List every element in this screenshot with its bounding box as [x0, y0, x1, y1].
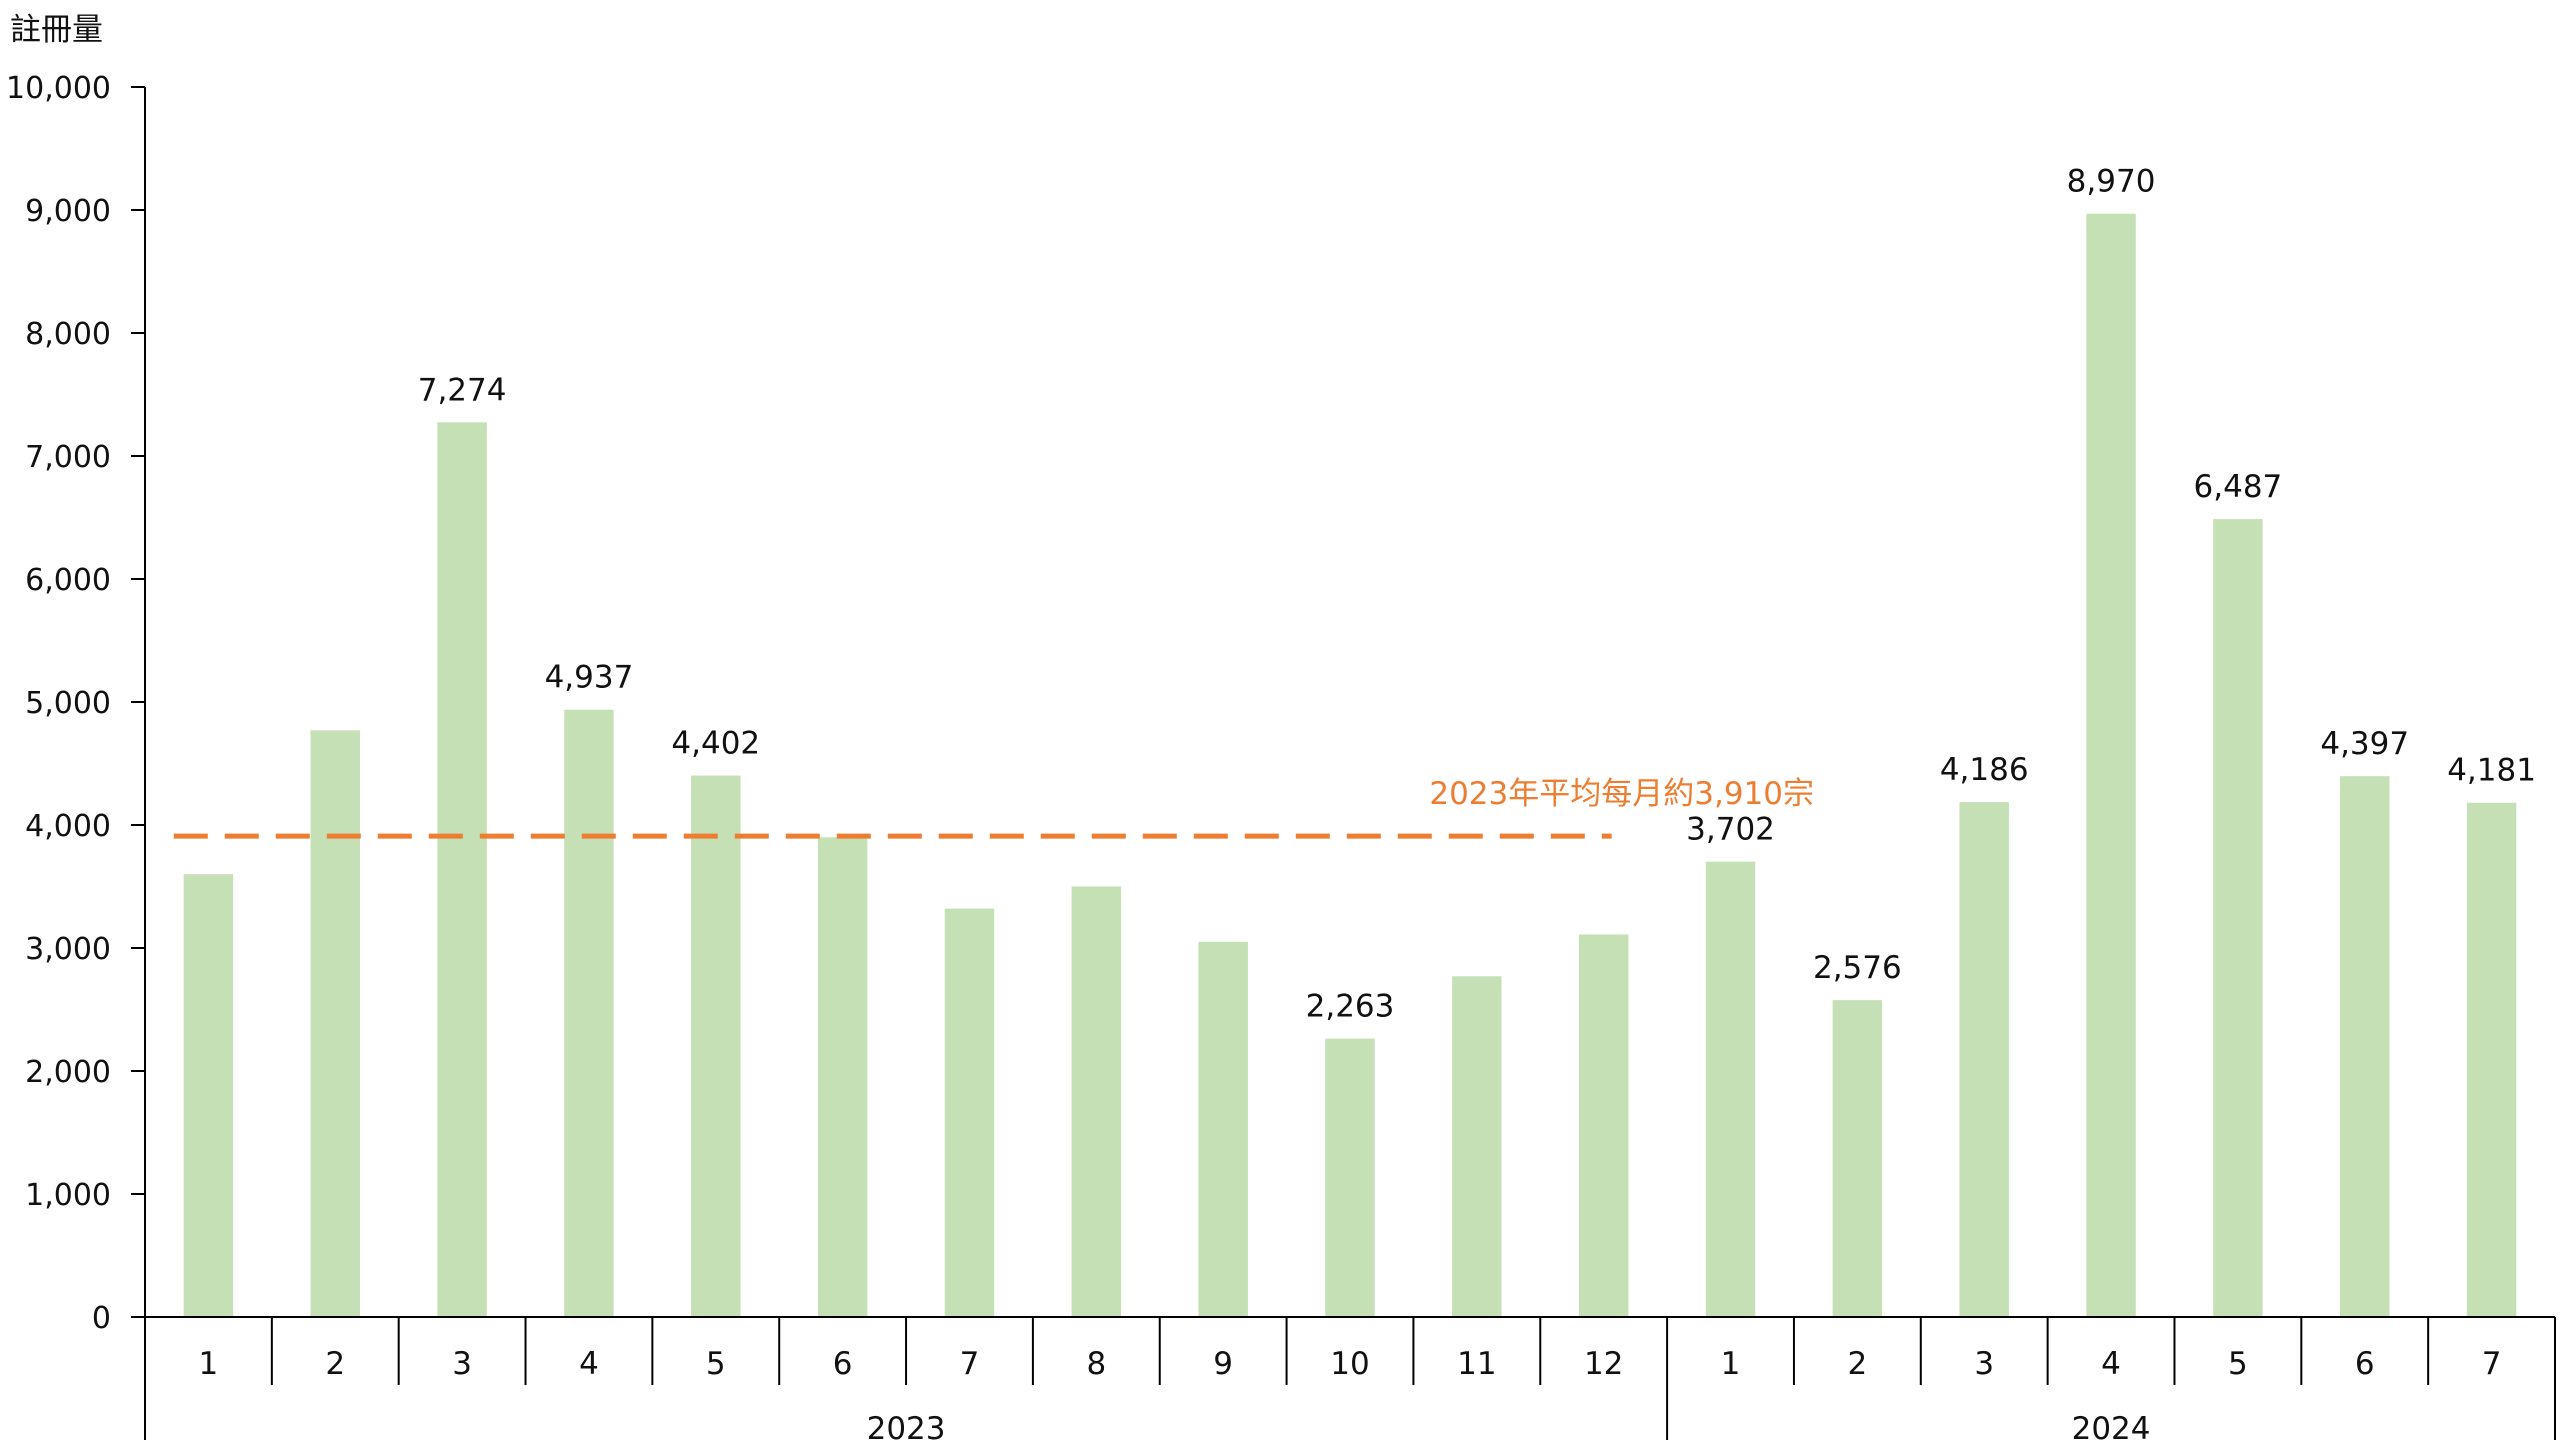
x-tick-label: 4: [2101, 1346, 2121, 1382]
bar: [691, 775, 741, 1317]
bar: [1452, 976, 1502, 1317]
bar: [944, 908, 995, 1317]
bar: [1959, 802, 2009, 1317]
x-tick-label: 11: [1457, 1346, 1496, 1382]
bar: [437, 422, 487, 1318]
x-tick-label: 6: [833, 1346, 853, 1382]
data-label: 4,186: [1940, 752, 2029, 788]
bar: [183, 874, 234, 1317]
x-tick-label: 2: [325, 1346, 345, 1382]
x-tick-label: 10: [1330, 1346, 1369, 1382]
bar: [564, 709, 614, 1317]
bar: [817, 837, 868, 1317]
bar: [1578, 934, 1629, 1317]
x-tick-label: 2: [1848, 1346, 1868, 1382]
x-tick-label: 7: [960, 1346, 980, 1382]
x-group-label: 2023: [867, 1411, 946, 1440]
data-label: 2,576: [1813, 950, 1902, 986]
bar: [1071, 886, 1122, 1317]
bars: [183, 213, 2517, 1318]
x-tick-label: 6: [2355, 1346, 2375, 1382]
bar: [2466, 802, 2517, 1317]
x-tick-label: 12: [1584, 1346, 1623, 1382]
y-tick-label: 5,000: [25, 686, 111, 721]
bar: [2086, 213, 2136, 1318]
y-tick-label: 8,000: [25, 317, 111, 352]
bar: [1325, 1038, 1375, 1317]
data-label: 4,397: [2320, 726, 2409, 762]
bar: [1832, 1000, 1883, 1317]
data-label: 4,181: [2447, 753, 2536, 789]
y-tick-label: 6,000: [25, 563, 111, 598]
data-label: 7,274: [418, 372, 507, 408]
bar: [1198, 941, 1248, 1317]
x-tick-label: 3: [1974, 1346, 1994, 1382]
x-group-label: 2024: [2072, 1411, 2151, 1440]
bar: [2340, 776, 2390, 1317]
bar: [2213, 519, 2263, 1317]
y-axis-label: 註冊量: [10, 12, 103, 48]
x-tick-label: 5: [2228, 1346, 2248, 1382]
x-tick-label: 5: [706, 1346, 726, 1382]
y-tick-label: 1,000: [25, 1178, 111, 1213]
average-reference-line: 2023年平均每月約3,910宗: [173, 776, 1814, 839]
x-tick-label: 9: [1213, 1346, 1233, 1382]
data-label: 2,263: [1306, 989, 1395, 1025]
y-tick-label: 4,000: [25, 809, 111, 844]
x-tick-label: 4: [579, 1346, 599, 1382]
x-tick-label: 1: [199, 1346, 219, 1382]
x-tick-label: 3: [452, 1346, 472, 1382]
y-tick-label: 9,000: [25, 194, 111, 229]
y-tick-label: 10,000: [6, 71, 111, 106]
x-tick-label: 8: [1086, 1346, 1106, 1382]
y-axis: 0 1,000 2,000 3,000 4,000 5,000 6,000 7,000 8,00…: [6, 71, 146, 1336]
x-tick-label: 1: [1721, 1346, 1741, 1382]
average-line-label: 2023年平均每月約3,910宗: [1429, 776, 1814, 812]
data-label: 4,402: [671, 726, 760, 762]
data-label: 4,937: [545, 660, 634, 696]
data-label: 3,702: [1686, 812, 1775, 848]
y-tick-label: 0: [92, 1301, 111, 1336]
bar: [310, 730, 360, 1317]
data-label: 8,970: [2067, 164, 2156, 200]
y-tick-label: 3,000: [25, 932, 111, 967]
data-labels: 7,274 4,937 4,402 2,263 3,702 2,576 4,186 8,970…: [418, 164, 2536, 1025]
x-tick-label: 7: [2482, 1346, 2502, 1382]
y-tick-label: 7,000: [25, 440, 111, 475]
y-tick-label: 2,000: [25, 1055, 111, 1090]
data-label: 6,487: [2194, 469, 2283, 505]
bar: [1705, 861, 1756, 1317]
